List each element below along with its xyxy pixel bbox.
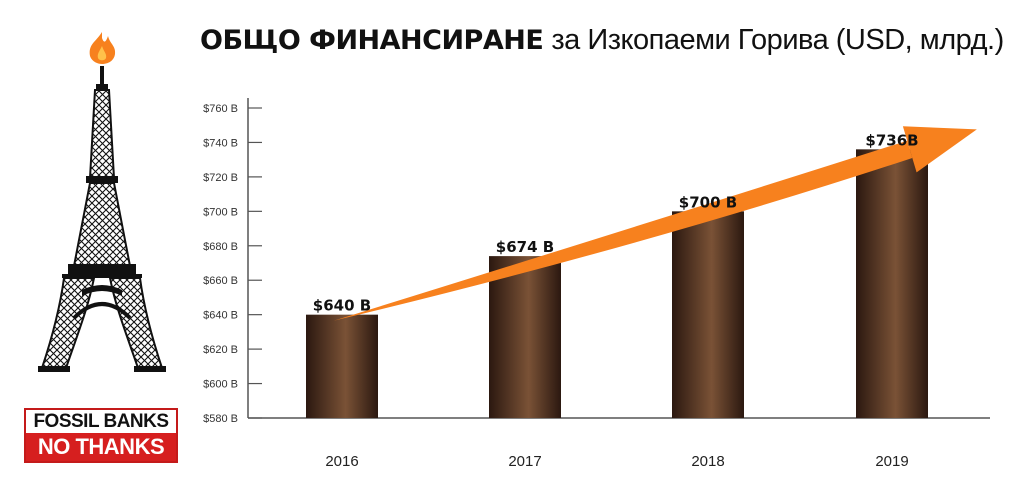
trend-arrow (334, 126, 977, 321)
y-tick-label: $760 B (203, 103, 238, 115)
trend-arrow-head (902, 126, 977, 173)
chart-title: ОБЩО ФИНАНСИРАНЕ за Изкопаеми Горива (US… (200, 24, 1020, 57)
badge-line-1: FOSSIL BANKS (33, 411, 169, 432)
x-tick-label: 2019 (875, 453, 908, 470)
data-label: $700 B (679, 193, 737, 211)
bar-2019 (856, 149, 928, 419)
y-tick-label: $580 B (203, 413, 238, 425)
eiffel-tower-flame-icon (38, 32, 166, 372)
x-tick-label: 2016 (325, 453, 358, 470)
fossil-banks-badge: FOSSIL BANKS NO THANKS (24, 408, 178, 463)
data-label: $674 B (496, 238, 554, 256)
y-tick-label: $720 B (203, 172, 238, 184)
trend-arrow-shaft (334, 140, 913, 321)
chart-title-light: за Изкопаеми Горива (USD, млрд.) (551, 24, 1004, 56)
y-tick-label: $680 B (203, 241, 238, 253)
data-labels: $640 B $674 B $700 B $736B (313, 131, 919, 314)
y-tick-label: $640 B (203, 310, 238, 322)
x-axis-ticks: 2016 2017 2018 2019 (325, 453, 908, 470)
bar-2017 (489, 256, 561, 418)
badge-line-2: NO THANKS (26, 433, 176, 461)
x-tick-label: 2017 (508, 453, 541, 470)
y-tick-label: $700 B (203, 206, 238, 218)
x-tick-label: 2018 (691, 453, 724, 470)
bar-2016 (306, 314, 378, 418)
bar-2018 (672, 211, 744, 418)
bars (306, 149, 928, 419)
chart-title-bold: ОБЩО ФИНАНСИРАНЕ (200, 25, 544, 56)
data-label: $736B (865, 131, 918, 149)
data-label: $640 B (313, 297, 371, 315)
y-tick-label: $660 B (203, 275, 238, 287)
y-axis-ticks: $760 B $740 B $720 B $700 B $680 B $660 B $640… (203, 103, 262, 425)
y-tick-label: $620 B (203, 344, 238, 356)
y-tick-label: $600 B (203, 379, 238, 391)
y-tick-label: $740 B (203, 137, 238, 149)
